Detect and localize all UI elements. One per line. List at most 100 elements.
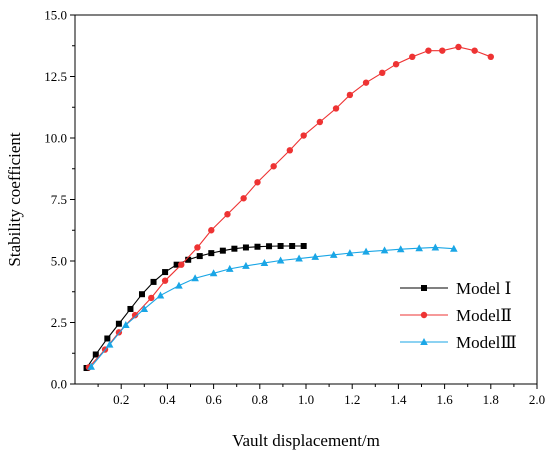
legend-marker-model-1 — [421, 285, 427, 291]
legend-item-model-3: ModelⅢ — [400, 333, 517, 352]
data-point — [194, 244, 201, 251]
series-1 — [83, 242, 307, 372]
legend-item-model-2: ModelⅡ — [400, 306, 512, 325]
data-point — [104, 335, 111, 342]
data-point — [316, 118, 324, 126]
data-point — [415, 244, 423, 252]
data-point — [254, 179, 261, 186]
data-point — [208, 227, 215, 234]
y-tick-label: 10.0 — [44, 131, 67, 146]
data-point — [346, 91, 354, 99]
y-tick-label: 15.0 — [44, 8, 67, 23]
data-point — [362, 79, 370, 86]
x-tick-label: 1.8 — [483, 392, 499, 407]
y-tick-label: 7.5 — [51, 192, 67, 207]
data-point — [270, 163, 277, 170]
x-tick-label: 1.4 — [390, 392, 407, 407]
data-point — [396, 245, 405, 253]
data-point — [122, 320, 130, 328]
legend-marker — [421, 285, 427, 291]
x-tick-label: 1.0 — [298, 392, 314, 407]
series-3 — [87, 243, 458, 370]
data-point — [332, 105, 340, 112]
data-point — [266, 243, 273, 250]
series-line — [86, 245, 304, 369]
data-point — [346, 249, 354, 257]
legend-marker — [420, 311, 428, 319]
data-point — [156, 291, 165, 299]
data-point — [224, 211, 231, 218]
data-point — [277, 242, 284, 249]
x-tick-label: 2.0 — [529, 392, 545, 407]
legend-label-model-3: ModelⅢ — [456, 333, 517, 352]
data-point — [191, 274, 199, 282]
data-point — [209, 269, 218, 277]
data-point — [161, 277, 169, 284]
data-point — [105, 340, 114, 348]
x-tick-label: 0.6 — [205, 392, 222, 407]
data-point — [254, 243, 261, 250]
data-point — [127, 305, 134, 312]
y-tick-label: 2.5 — [51, 315, 67, 330]
plot-border — [74, 14, 538, 385]
data-point — [225, 264, 234, 272]
data-point — [455, 43, 462, 51]
data-point — [175, 281, 183, 289]
data-point — [196, 253, 203, 260]
data-point — [150, 278, 157, 285]
data-point — [148, 294, 155, 302]
data-point — [286, 147, 294, 154]
data-point — [431, 243, 440, 251]
x-axis-title: Vault displacement/m — [232, 431, 380, 450]
data-point — [362, 247, 370, 255]
data-point — [87, 362, 95, 370]
data-point — [162, 269, 169, 276]
data-point — [185, 256, 192, 263]
data-point — [173, 261, 180, 268]
series-line — [88, 46, 491, 368]
data-point — [240, 195, 247, 202]
legend: Model Ⅰ ModelⅡ ModelⅢ — [400, 279, 517, 352]
data-point — [92, 351, 99, 358]
data-point — [409, 53, 416, 61]
data-point — [115, 320, 122, 327]
y-tick-label: 0.0 — [51, 377, 67, 392]
legend-marker-model-2 — [420, 311, 428, 319]
data-point — [450, 244, 458, 252]
data-point — [329, 250, 338, 258]
data-point — [487, 53, 494, 61]
series-line — [90, 246, 454, 368]
x-tick-label: 1.2 — [344, 392, 360, 407]
data-point — [138, 291, 145, 298]
data-point — [289, 242, 296, 249]
plot-frame — [74, 14, 538, 385]
data-point — [231, 245, 238, 252]
y-tick-label: 5.0 — [51, 254, 67, 269]
data-point — [178, 261, 185, 268]
data-point — [471, 47, 478, 54]
legend-marker — [420, 338, 428, 345]
data-point — [439, 47, 446, 54]
legend-item-model-1: Model Ⅰ — [400, 279, 511, 298]
x-axis: 0.2 0.4 0.6 0.8 1.0 1.2 1.4 1.6 1.8 2.0 — [97, 384, 545, 407]
data-point — [379, 69, 386, 77]
data-point — [242, 244, 249, 251]
data-point — [140, 304, 149, 312]
data-point — [300, 242, 307, 249]
data-point — [392, 60, 400, 68]
data-point — [219, 247, 226, 254]
data-point — [131, 311, 139, 319]
series-layer — [83, 43, 494, 372]
data-point — [380, 246, 389, 254]
x-tick-label: 0.2 — [113, 392, 129, 407]
legend-marker-model-3 — [420, 338, 428, 345]
x-tick-label: 0.8 — [252, 392, 268, 407]
series-2 — [85, 43, 494, 371]
data-point — [208, 250, 215, 257]
data-point — [276, 256, 285, 264]
data-point — [425, 47, 432, 54]
data-point — [242, 261, 250, 269]
data-point — [295, 254, 303, 262]
